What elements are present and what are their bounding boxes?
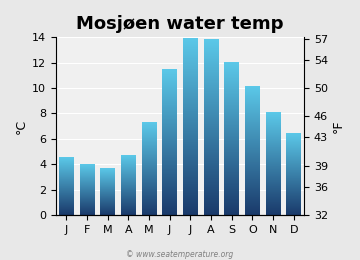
Title: Mosjøen water temp: Mosjøen water temp: [76, 15, 284, 33]
Y-axis label: °C: °C: [15, 119, 28, 134]
Y-axis label: °F: °F: [332, 119, 345, 133]
Text: © www.seatemperature.org: © www.seatemperature.org: [126, 250, 234, 259]
